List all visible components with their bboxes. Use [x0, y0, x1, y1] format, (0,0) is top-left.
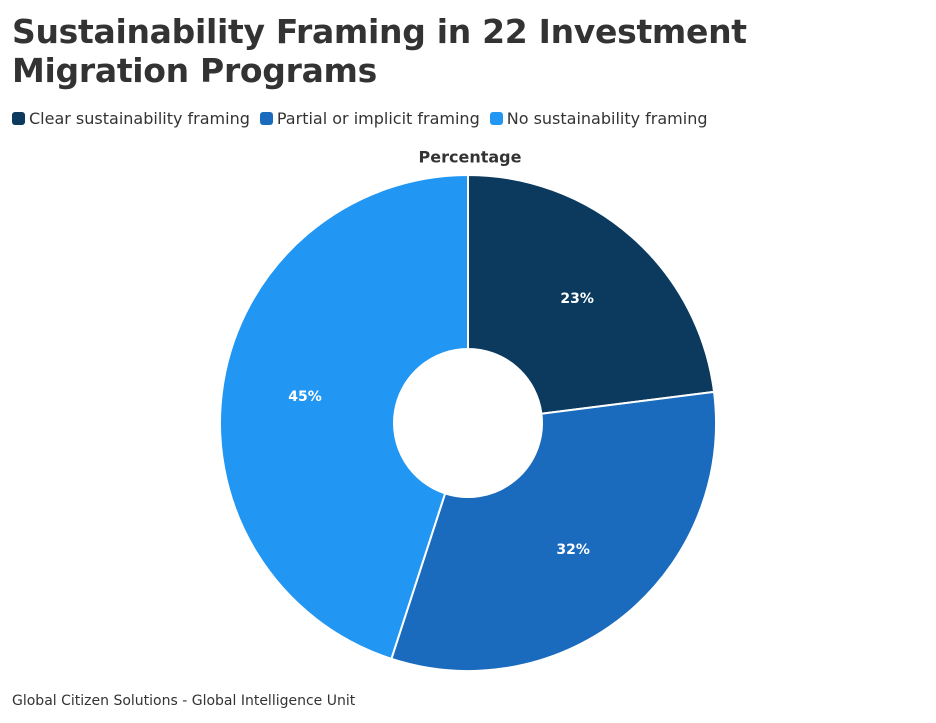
legend-swatch	[259, 112, 273, 125]
legend-item: Partial or implicit framing	[259, 109, 480, 128]
donut-slice	[390, 390, 717, 672]
legend-label: No sustainability framing	[506, 109, 708, 128]
chart-subtitle: Percentage	[419, 148, 522, 167]
legend-swatch	[12, 112, 25, 125]
legend: Clear sustainability framing Partial or i…	[12, 109, 708, 128]
legend-item: Clear sustainability framing	[12, 109, 250, 128]
data-label: 23%	[560, 291, 594, 307]
donut-slice	[219, 173, 469, 661]
chart: Percentage 23% 32% 45%	[219, 148, 717, 672]
source-note: Global Citizen Solutions - Global Intell…	[12, 693, 356, 709]
data-label: 45%	[288, 389, 322, 405]
chart-title: Sustainability Framing in 22 Investment …	[12, 12, 747, 90]
donut-slice	[467, 173, 716, 415]
legend-item: No sustainability framing	[489, 109, 708, 128]
legend-label: Partial or implicit framing	[276, 109, 480, 128]
data-label: 32%	[556, 542, 590, 558]
legend-label: Clear sustainability framing	[29, 109, 250, 128]
legend-swatch	[489, 112, 503, 125]
